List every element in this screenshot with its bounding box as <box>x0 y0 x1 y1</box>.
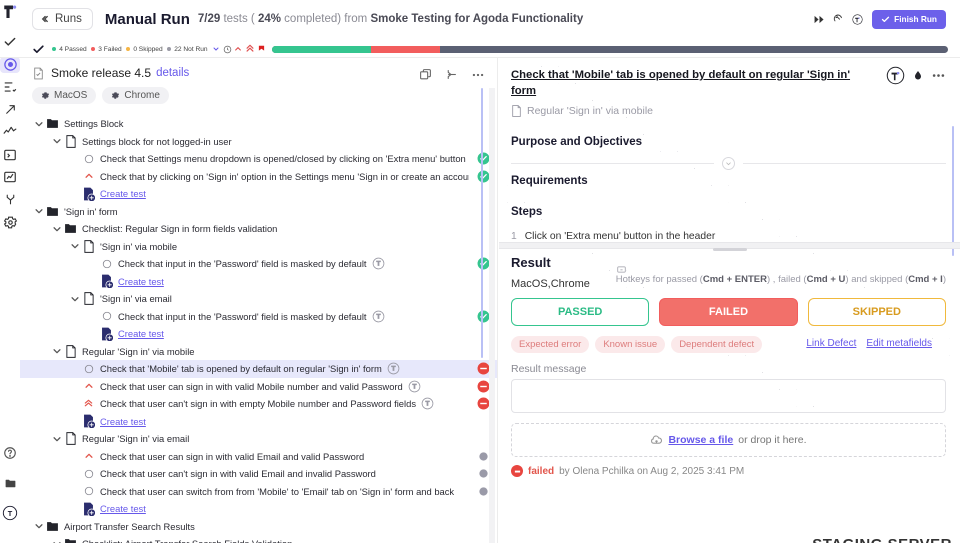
svg-text:T: T <box>391 366 395 373</box>
svg-text:T: T <box>376 261 380 268</box>
svg-text:T: T <box>412 383 416 390</box>
svg-text:T: T <box>376 313 380 320</box>
svg-text:T: T <box>8 509 13 518</box>
svg-text:T: T <box>426 401 430 408</box>
